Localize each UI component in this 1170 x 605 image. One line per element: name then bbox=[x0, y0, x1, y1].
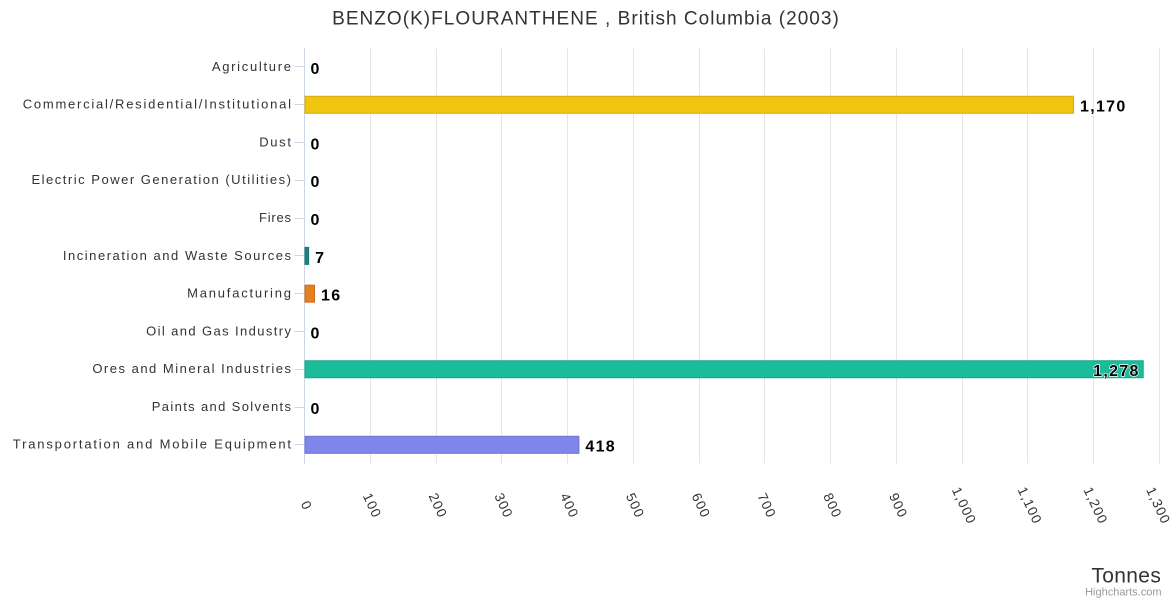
svg-text:Agriculture: Agriculture bbox=[212, 59, 293, 74]
svg-text:Paints and Solvents: Paints and Solvents bbox=[152, 399, 293, 414]
svg-text:Incineration and Waste Sources: Incineration and Waste Sources bbox=[63, 248, 293, 263]
svg-text:BENZO(K)FLOURANTHENE , British: BENZO(K)FLOURANTHENE , British Columbia … bbox=[332, 8, 840, 29]
svg-text:7: 7 bbox=[315, 250, 325, 267]
svg-text:0: 0 bbox=[311, 325, 321, 342]
svg-text:Transportation and Mobile Equi: Transportation and Mobile Equipment bbox=[13, 437, 293, 452]
svg-text:0: 0 bbox=[311, 136, 321, 153]
svg-text:1,278: 1,278 bbox=[1093, 363, 1140, 380]
svg-text:Commercial/Residential/Institu: Commercial/Residential/Institutional bbox=[23, 97, 293, 112]
svg-text:418: 418 bbox=[585, 439, 616, 456]
svg-text:Electric Power Generation (Uti: Electric Power Generation (Utilities) bbox=[31, 172, 292, 187]
svg-text:0: 0 bbox=[311, 174, 321, 191]
svg-text:0: 0 bbox=[311, 61, 321, 78]
svg-text:Oil and Gas Industry: Oil and Gas Industry bbox=[146, 323, 292, 338]
svg-text:0: 0 bbox=[311, 401, 321, 418]
svg-text:0: 0 bbox=[311, 212, 321, 229]
svg-text:Ores and Mineral Industries: Ores and Mineral Industries bbox=[92, 361, 292, 376]
svg-text:1,170: 1,170 bbox=[1080, 99, 1127, 116]
svg-text:Manufacturing: Manufacturing bbox=[187, 286, 293, 301]
svg-text:Fires: Fires bbox=[259, 210, 292, 225]
svg-text:16: 16 bbox=[321, 288, 341, 305]
svg-text:Highcharts.com: Highcharts.com bbox=[1085, 587, 1161, 599]
svg-text:Tonnes: Tonnes bbox=[1091, 565, 1161, 588]
svg-text:Dust: Dust bbox=[259, 134, 293, 149]
